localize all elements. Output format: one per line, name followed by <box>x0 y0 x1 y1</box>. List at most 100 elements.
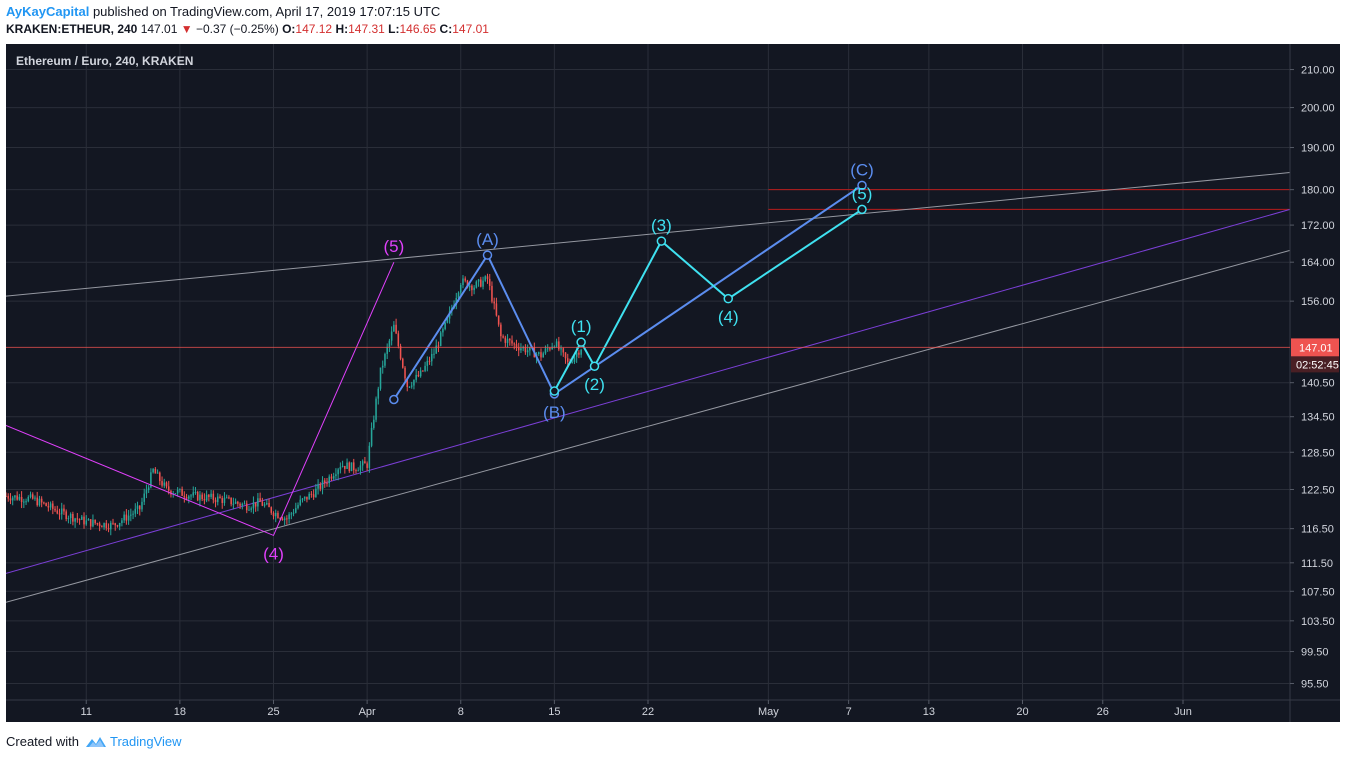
candle-body <box>67 518 70 520</box>
price-chart[interactable]: (5)(4)(A)(B)(C)(1)(2)(3)(4)(5) 210.00200… <box>6 44 1340 722</box>
elliott-waves <box>6 180 867 537</box>
candle-body <box>484 276 487 281</box>
candle-body <box>430 353 433 362</box>
candle-body <box>159 472 161 482</box>
candle-body <box>69 513 72 519</box>
wave-point[interactable] <box>857 204 867 215</box>
candle-body <box>415 374 417 380</box>
candle-body <box>183 495 186 498</box>
candle-body <box>500 324 502 337</box>
close-label: C: <box>439 22 453 36</box>
candle-body <box>190 495 192 497</box>
wave-label: (1) <box>571 317 592 336</box>
candle-body <box>40 498 43 503</box>
candle-body <box>210 493 212 497</box>
wave-point[interactable] <box>857 180 867 191</box>
wave-point[interactable] <box>482 250 493 260</box>
candle-body <box>393 324 395 332</box>
candle-body <box>254 502 257 507</box>
candle-body <box>52 503 54 509</box>
candle-body <box>497 315 500 325</box>
author-link[interactable]: AyKayCapital <box>6 4 90 19</box>
candle-body <box>377 388 380 399</box>
candle-body <box>364 461 366 464</box>
candle-body <box>408 386 411 388</box>
candle-body <box>74 518 76 522</box>
candle-body <box>493 301 495 304</box>
close-value: 147.01 <box>452 22 489 36</box>
candle-body <box>150 472 152 488</box>
candle-body <box>23 501 25 503</box>
candle-body <box>562 348 565 353</box>
candle-body <box>402 358 404 368</box>
candle-body <box>323 480 326 483</box>
candle-body <box>116 525 119 527</box>
upper-channel-line <box>6 172 1291 297</box>
price-axis[interactable]: 210.00 200.00 190.00 180.00 172.00 164.00 156.… <box>1290 65 1335 691</box>
quote-line: KRAKEN:ETHEUR, 240 147.01 ▼ −0.37 (−0.25… <box>6 22 489 36</box>
wave-label: (5) <box>383 237 404 256</box>
x-tick-label: 13 <box>923 706 935 718</box>
wave-point[interactable] <box>589 361 600 371</box>
candle-body <box>571 361 573 363</box>
candle-body <box>29 494 32 497</box>
candle-body <box>161 481 163 486</box>
tradingview-logo-icon <box>85 735 107 752</box>
candle-body <box>225 497 228 499</box>
candle-body <box>488 278 491 286</box>
y-tick-label: 122.50 <box>1301 485 1335 497</box>
symbol-label: KRAKEN:ETHEUR, 240 <box>6 22 138 36</box>
candle-body <box>127 515 130 521</box>
y-tick-label: 164.00 <box>1301 257 1335 269</box>
last-price: 147.01 <box>140 22 178 36</box>
candle-body <box>136 505 139 509</box>
candle-body <box>76 518 79 520</box>
wave-point[interactable] <box>723 293 733 304</box>
high-label: H: <box>335 22 349 36</box>
candle-body <box>105 523 108 529</box>
candle-body <box>112 522 114 524</box>
candle-body <box>437 345 440 347</box>
candle-body <box>81 516 83 520</box>
wave-point[interactable] <box>576 337 586 347</box>
y-tick-label: 103.50 <box>1301 616 1335 628</box>
candle-body <box>575 352 578 357</box>
candle-body <box>509 338 511 341</box>
impulse-wave-line <box>553 208 863 392</box>
x-tick-label: 25 <box>267 706 279 718</box>
tradingview-link[interactable]: TradingView <box>110 734 182 749</box>
wave-point[interactable] <box>549 386 560 396</box>
y-tick-label: 107.50 <box>1301 586 1335 598</box>
last-price-tag <box>1291 338 1339 357</box>
candle-body <box>332 476 335 479</box>
candle-body <box>355 470 357 472</box>
candle-body <box>34 497 36 499</box>
candle-body <box>395 324 397 334</box>
candle-body <box>286 518 288 520</box>
wave-labels: (5) (4) (A) (B) (C) (1) (2) (3) (4) (5) <box>263 160 874 563</box>
low-label: L: <box>388 22 400 36</box>
wave-point[interactable] <box>656 236 667 246</box>
candle-body <box>511 340 513 344</box>
candle-body <box>283 518 286 521</box>
candle-body <box>335 474 337 477</box>
x-tick-label: May <box>758 706 779 718</box>
candle-body <box>241 503 244 506</box>
candle-body <box>297 505 299 509</box>
candle-body <box>143 493 145 502</box>
x-tick-label: 11 <box>81 706 92 718</box>
candle-body <box>176 489 179 494</box>
y-tick-label: 116.50 <box>1301 524 1334 536</box>
y-tick-label: 156.00 <box>1301 296 1335 308</box>
x-tick-label: 20 <box>1016 706 1028 718</box>
candle-body <box>232 503 235 505</box>
candle-body <box>319 484 322 489</box>
candle-body <box>156 472 159 474</box>
time-axis[interactable]: 11 18 25 Apr 8 15 22 May 7 13 20 26 Jun <box>81 700 1192 718</box>
candle-body <box>506 338 509 343</box>
candle-body <box>580 349 582 355</box>
candle-body <box>130 514 132 516</box>
candle-body <box>524 347 527 353</box>
wave-point[interactable] <box>389 394 399 405</box>
low-value: 146.65 <box>399 22 437 36</box>
